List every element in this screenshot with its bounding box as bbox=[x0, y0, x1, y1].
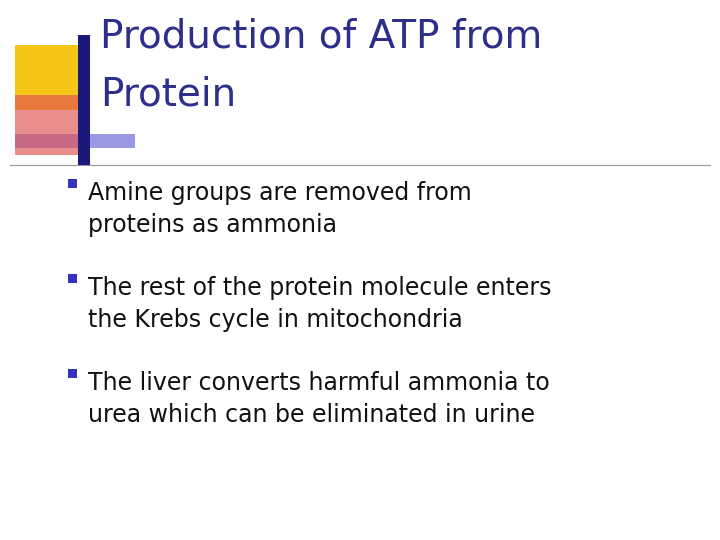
Text: Production of ATP from: Production of ATP from bbox=[100, 18, 542, 56]
Bar bbox=[68, 368, 77, 377]
Bar bbox=[68, 179, 77, 187]
Text: Amine groups are removed from
proteins as ammonia: Amine groups are removed from proteins a… bbox=[88, 181, 472, 237]
Text: Protein: Protein bbox=[100, 75, 236, 113]
Text: The liver converts harmful ammonia to
urea which can be eliminated in urine: The liver converts harmful ammonia to ur… bbox=[88, 371, 550, 427]
Text: The rest of the protein molecule enters
the Krebs cycle in mitochondria: The rest of the protein molecule enters … bbox=[88, 276, 552, 332]
Bar bbox=[15, 45, 85, 110]
Bar bbox=[78, 35, 90, 165]
Bar bbox=[15, 95, 80, 155]
Bar bbox=[68, 273, 77, 282]
Bar bbox=[15, 134, 135, 148]
